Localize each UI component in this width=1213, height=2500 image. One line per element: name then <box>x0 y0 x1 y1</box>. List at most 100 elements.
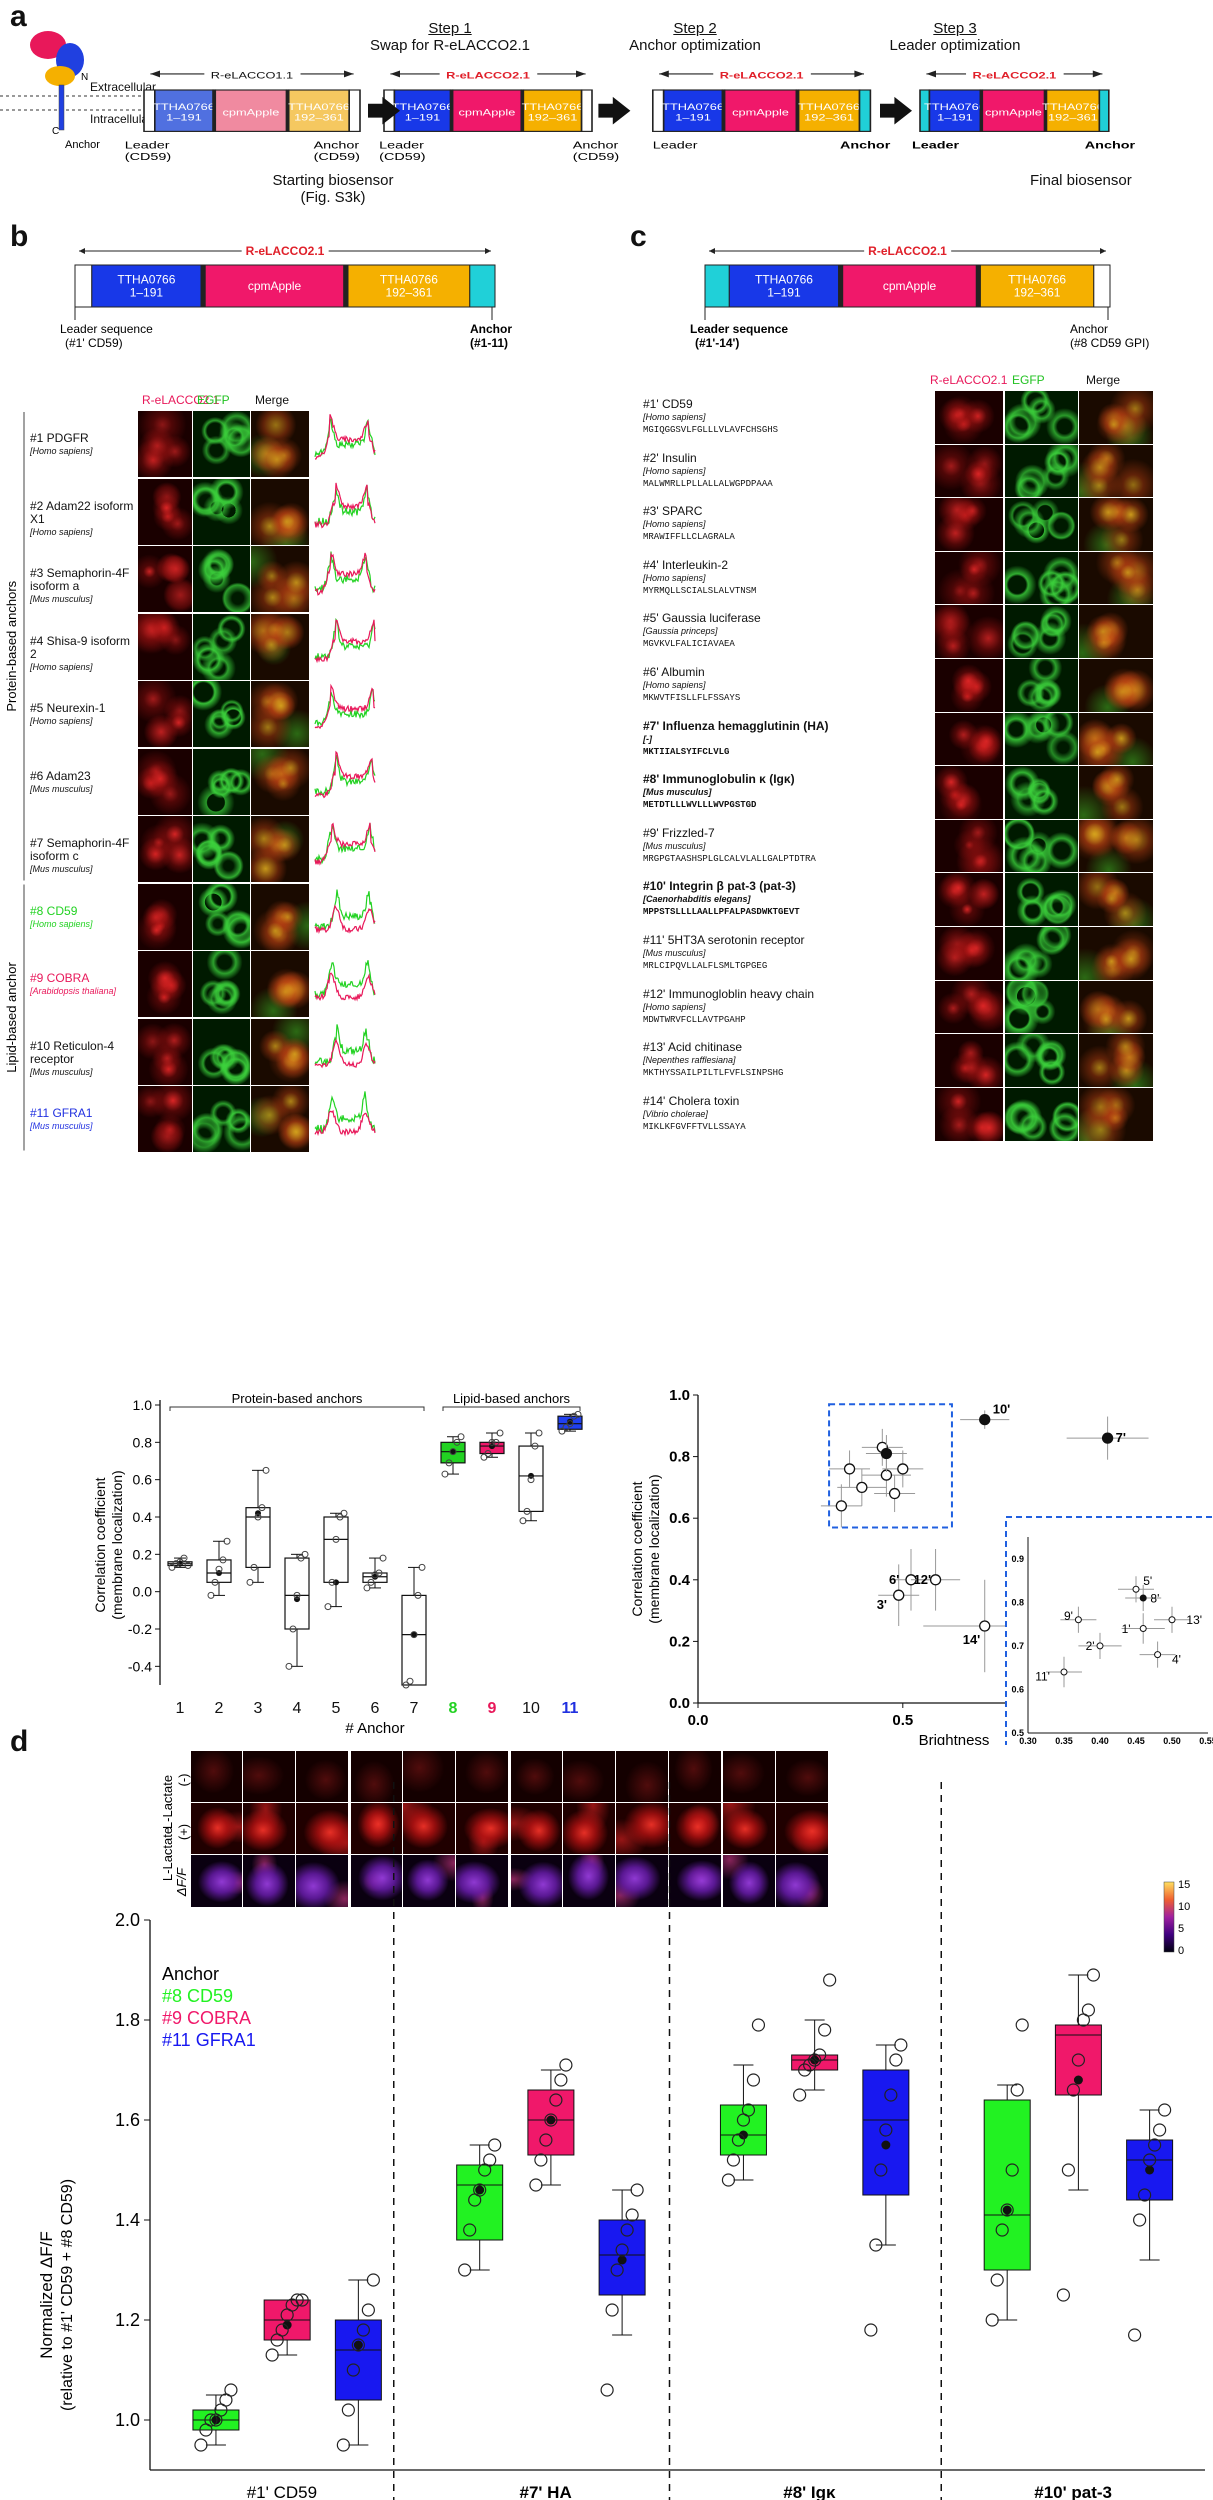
c-ytick: 0.2 <box>669 1633 690 1650</box>
b-xtick: 10 <box>522 1700 540 1717</box>
anchor-cd59-label-1: Anchor <box>314 140 360 152</box>
c-inset-xtick: 0.30 <box>1019 1736 1037 1745</box>
svg-text:1–191: 1–191 <box>767 286 801 300</box>
d-point <box>488 2138 502 2152</box>
c-tile-merge-5 <box>1078 604 1154 660</box>
construct-step1-cpm <box>451 89 523 132</box>
c-row-name: #13' Acid chitinase <box>643 1040 743 1055</box>
b-box-7 <box>401 1563 427 1689</box>
c-row-sequence: MKTIIALSYIFCLVLG <box>643 746 730 757</box>
d-point <box>985 2313 999 2327</box>
d-legend-title: Anchor <box>162 1964 219 1984</box>
c-row-name: #8' Immunoglobulin κ (Igκ) <box>643 772 795 787</box>
d-point <box>721 2173 736 2187</box>
c-point-label: 3' <box>877 1597 887 1612</box>
b-profile-red-4 <box>314 619 376 664</box>
c-point-12' <box>910 1549 961 1611</box>
b-tile-merge-5 <box>250 680 310 748</box>
svg-text:TTHA0766: TTHA0766 <box>924 103 986 113</box>
c-inset-label: 5' <box>1143 1574 1152 1588</box>
b-point <box>328 1578 336 1586</box>
c-row-species: [Homo sapiens] <box>643 680 706 690</box>
c-xtick: 0.0 <box>688 1712 709 1729</box>
construct-b-diagram-anchor <box>469 264 496 308</box>
d-point <box>610 2263 624 2277</box>
c-row-sequence: MIKLKFGVFFTVLLSSAYA <box>643 1121 746 1132</box>
construct-final-tt2 <box>1045 89 1101 132</box>
b-tile-green-8 <box>192 882 252 951</box>
d-lactate-plus-label: L-Lactate <box>160 1827 175 1881</box>
step-3: Step 3 Leader optimization <box>889 20 1021 54</box>
d-point <box>605 2303 619 2317</box>
d-tile-bred-3 <box>295 1802 349 1856</box>
c-ytick: 0.6 <box>669 1510 690 1527</box>
d-point <box>361 2303 375 2317</box>
b-point <box>219 1556 227 1564</box>
b-tile-green-1 <box>192 410 252 478</box>
b-tile-red-6 <box>137 747 194 816</box>
b-profile-egfp-11 <box>314 1091 376 1135</box>
b-point <box>184 1562 192 1570</box>
step-2: Step 2 Anchor optimization <box>629 20 761 54</box>
anchor-diagram-label: Anchor <box>65 139 100 151</box>
c-row-sequence: MDWTWRVFCLLAVTPGAHP <box>643 1014 746 1025</box>
b-xtick: 5 <box>332 1700 341 1717</box>
d-point <box>1128 2328 1142 2342</box>
b-ytick: 0.0 <box>133 1584 153 1600</box>
b-tile-green-2 <box>192 477 252 546</box>
d-box-0-0 <box>192 2383 240 2452</box>
b-profile-red-1 <box>314 414 376 460</box>
d-colorbar-tick: 15 <box>1178 1880 1190 1891</box>
svg-text:cpmApple: cpmApple <box>459 108 516 118</box>
b-xtick: 9 <box>488 1700 497 1717</box>
b-mean <box>411 1631 417 1638</box>
b-point <box>527 1476 535 1484</box>
c-inset-point-1' <box>1121 1613 1165 1644</box>
c-inset-xtick: 0.45 <box>1127 1736 1145 1745</box>
b-profile-red-2 <box>314 482 376 529</box>
b-tile-green-4 <box>192 612 252 681</box>
svg-text:TTHA0766: TTHA0766 <box>522 103 584 113</box>
b-point <box>496 1429 504 1437</box>
c-point-label: 10' <box>993 1402 1011 1417</box>
d-point <box>336 2438 350 2452</box>
b-row-6: #6 Adam23 [Mus musculus] <box>30 769 135 796</box>
c-tile-red-11 <box>934 926 1004 981</box>
construct-step2-tt1 <box>662 89 724 132</box>
c-row-sequence: MRAWIFFLLCLAGRALA <box>643 532 735 543</box>
d-box-2-2 <box>862 2038 910 2337</box>
anchor-cd59-label-2: (CD59) <box>573 151 619 163</box>
d-point <box>864 2323 878 2337</box>
b-profile-red-3 <box>314 551 376 596</box>
b-point <box>449 1448 457 1456</box>
b-point <box>441 1470 449 1478</box>
b-row-species: [Homo sapiens] <box>30 446 93 456</box>
b-box-6 <box>362 1554 388 1592</box>
c-inset-ytick: 0.7 <box>1011 1641 1024 1651</box>
d-tile-bred-11 <box>722 1802 776 1856</box>
c-tile-merge-4 <box>1078 550 1154 606</box>
svg-text:cpmApple: cpmApple <box>985 108 1042 118</box>
b-row-name: #8 CD59 <box>30 903 78 918</box>
d-point <box>356 2323 370 2337</box>
b-ytick: -0.2 <box>128 1621 152 1637</box>
d-point <box>483 2153 497 2167</box>
d-tile-dff-8 <box>562 1854 616 1908</box>
step-1: Step 1 Swap for R-eLACCO2.1 <box>369 20 531 54</box>
svg-text:TTHA0766: TTHA0766 <box>288 103 350 113</box>
d-colorbar-tick: 0 <box>1178 1945 1184 1957</box>
b-row-species: [Mus musculus] <box>30 594 93 604</box>
anchor-cd59-label-1: (CD59) <box>314 151 360 163</box>
b-point <box>168 1563 176 1571</box>
d-point <box>529 2178 543 2192</box>
d-group-label: #7' HA <box>520 2483 572 2500</box>
b-point <box>480 1453 488 1461</box>
intracellular-label: Intracellular <box>90 112 153 126</box>
d-point <box>265 2348 279 2362</box>
construct-c-diagram-cpm <box>842 264 977 308</box>
c-inset-label: 2' <box>1086 1639 1095 1653</box>
b-ytick: 0.4 <box>133 1509 153 1525</box>
construct-b-diagram-linker1 <box>200 264 206 308</box>
svg-text:TTHA0766: TTHA0766 <box>1008 273 1066 287</box>
